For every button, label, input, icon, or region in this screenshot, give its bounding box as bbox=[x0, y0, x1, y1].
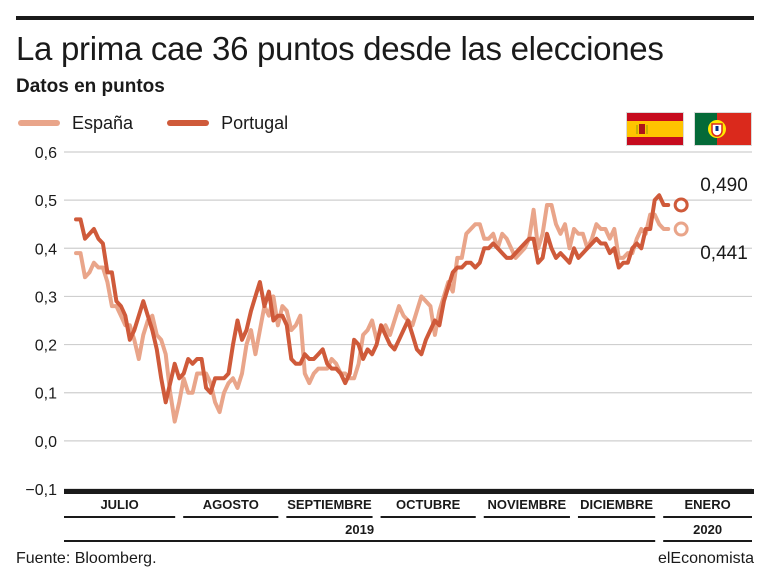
chart-title: La prima cae 36 puntos desde las eleccio… bbox=[16, 30, 664, 67]
top-rule bbox=[16, 16, 754, 20]
x-month-label: ENERO bbox=[684, 497, 730, 512]
x-year-label: 2019 bbox=[345, 522, 374, 537]
x-year-label: 2020 bbox=[693, 522, 722, 537]
end-label-espana: 0,441 bbox=[700, 243, 748, 264]
y-tick-label: 0,1 bbox=[35, 386, 57, 403]
x-month-label: SEPTIEMBRE bbox=[287, 497, 372, 512]
x-month-label: DICIEMBRE bbox=[580, 497, 653, 512]
series-line-portugal bbox=[74, 193, 671, 405]
chart-subtitle: Datos en puntos bbox=[16, 76, 165, 97]
legend: España Portugal bbox=[18, 111, 322, 135]
series-line-espana bbox=[74, 203, 671, 424]
y-tick-label: 0,0 bbox=[35, 434, 57, 451]
end-marker-portugal bbox=[673, 197, 689, 213]
x-month-label: JULIO bbox=[100, 497, 138, 512]
y-tick-label: −0,1 bbox=[25, 482, 57, 499]
brand-label: elEconomista bbox=[657, 550, 754, 567]
y-tick-label: 0,3 bbox=[35, 289, 57, 306]
x-month-label: NOVIEMBRE bbox=[487, 497, 566, 512]
end-label-portugal: 0,490 bbox=[700, 175, 748, 196]
legend-label-portugal: Portugal bbox=[221, 112, 289, 133]
y-tick-label: 0,6 bbox=[35, 145, 57, 162]
x-month-label: AGOSTO bbox=[203, 497, 259, 512]
legend-label-espana: España bbox=[72, 112, 134, 133]
x-month-label: OCTUBRE bbox=[396, 497, 461, 512]
legend-swatch-espana bbox=[18, 120, 60, 126]
y-tick-label: 0,5 bbox=[35, 193, 57, 210]
y-tick-label: 0,2 bbox=[35, 338, 57, 355]
source-note: Fuente: Bloomberg. bbox=[16, 550, 157, 567]
end-marker-espana bbox=[673, 221, 689, 237]
legend-swatch-portugal bbox=[167, 120, 210, 126]
y-tick-label: 0,4 bbox=[35, 241, 57, 258]
spain-flag-icon bbox=[626, 112, 684, 146]
legend-item-espana: España bbox=[18, 113, 133, 134]
portugal-flag-icon bbox=[694, 112, 752, 146]
legend-item-portugal: Portugal bbox=[167, 113, 288, 134]
x-axis-bar bbox=[64, 489, 754, 494]
